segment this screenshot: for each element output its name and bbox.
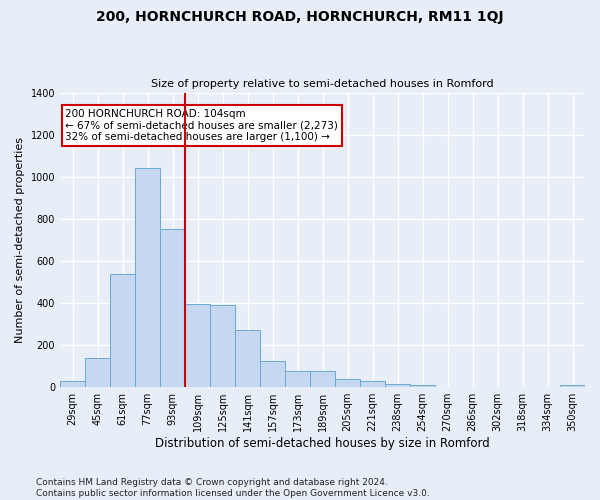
Bar [85,358,110,387]
Bar [260,361,284,387]
Bar [211,305,235,387]
Bar [385,384,410,387]
Title: Size of property relative to semi-detached houses in Romford: Size of property relative to semi-detach… [151,79,494,89]
Bar [560,384,584,387]
Text: 200, HORNCHURCH ROAD, HORNCHURCH, RM11 1QJ: 200, HORNCHURCH ROAD, HORNCHURCH, RM11 1… [96,10,504,24]
Bar [136,168,160,387]
Bar [61,382,85,387]
X-axis label: Distribution of semi-detached houses by size in Romford: Distribution of semi-detached houses by … [155,437,490,450]
Bar [110,274,134,387]
Bar [335,379,359,387]
Bar [410,385,434,387]
Bar [286,372,310,387]
Bar [235,330,260,387]
Bar [185,304,209,387]
Bar [361,381,385,387]
Text: 200 HORNCHURCH ROAD: 104sqm
← 67% of semi-detached houses are smaller (2,273)
32: 200 HORNCHURCH ROAD: 104sqm ← 67% of sem… [65,109,338,142]
Text: Contains HM Land Registry data © Crown copyright and database right 2024.
Contai: Contains HM Land Registry data © Crown c… [36,478,430,498]
Bar [160,230,185,387]
Bar [310,372,335,387]
Y-axis label: Number of semi-detached properties: Number of semi-detached properties [15,137,25,343]
